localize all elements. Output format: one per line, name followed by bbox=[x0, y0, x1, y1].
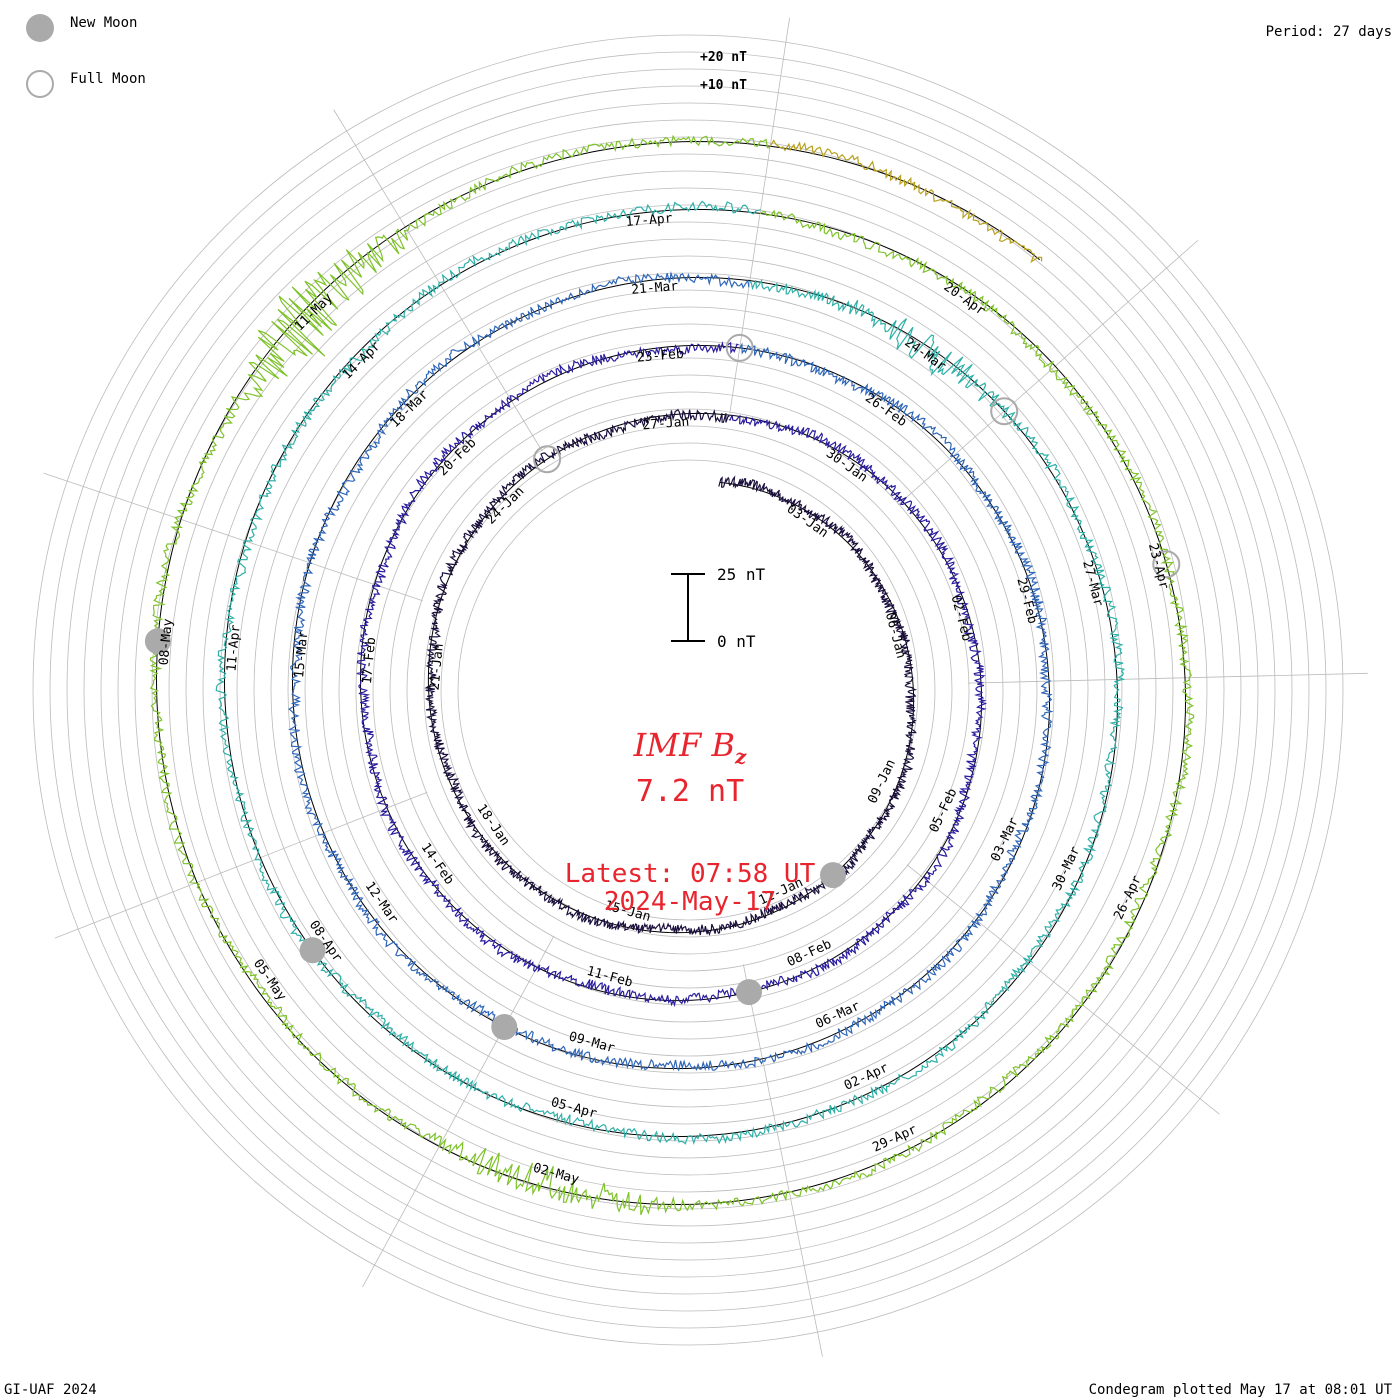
grid-ring bbox=[457, 459, 919, 921]
radial-gridline bbox=[362, 935, 555, 1288]
date-tick-label: 23-Feb bbox=[636, 347, 684, 366]
date-tick-label: 26-Apr bbox=[1111, 873, 1145, 922]
period-label: Period: 27 days bbox=[1265, 24, 1392, 40]
full-moon-icon bbox=[26, 70, 54, 98]
grid-ring bbox=[134, 136, 1242, 1244]
date-tick-label: 30-Mar bbox=[1050, 844, 1084, 893]
full-moon-marker bbox=[725, 333, 754, 362]
date-tick-labels: 03-Jan06-Jan09-Jan12-Jan15-Jan18-Jan21-J… bbox=[157, 211, 1172, 1187]
date-tick-label: 17-Feb bbox=[360, 636, 379, 684]
footer-credit: GI-UAF 2024 bbox=[4, 1382, 97, 1398]
date-tick-label: 08-May bbox=[157, 618, 176, 666]
legend-new-moon-label: New Moon bbox=[70, 15, 138, 31]
series-6 bbox=[769, 139, 1043, 264]
new-moon-marker bbox=[144, 628, 171, 655]
new-moon-icon bbox=[26, 14, 54, 42]
latest-value: 7.2 nT bbox=[635, 774, 745, 809]
legend-full-moon-label: Full Moon bbox=[70, 71, 146, 87]
series-1 bbox=[424, 408, 918, 937]
grid-ring bbox=[253, 255, 1123, 1125]
date-tick-label: 05-Apr bbox=[549, 1095, 598, 1122]
radial-gridline bbox=[43, 472, 423, 602]
radial-gridline bbox=[54, 791, 428, 939]
date-tick-label: 11-Apr bbox=[224, 624, 243, 672]
chart-title: IMF Bz bbox=[490, 726, 890, 768]
title-main: IMF B bbox=[633, 726, 735, 764]
grid-ring bbox=[83, 85, 1293, 1295]
date-tick-label: 21-Mar bbox=[631, 279, 679, 298]
moon-markers bbox=[144, 333, 1181, 1040]
latest-time: Latest: 07:58 UT bbox=[564, 859, 816, 889]
grid-ring bbox=[117, 119, 1259, 1261]
data-series bbox=[149, 134, 1195, 1216]
date-tick-label: 24-Mar bbox=[902, 335, 949, 374]
ring-label-plus10: +10 nT bbox=[700, 78, 747, 93]
date-tick-label: 06-Mar bbox=[813, 999, 862, 1032]
title-subscript: z bbox=[734, 744, 747, 769]
date-tick-label: 15-Mar bbox=[292, 630, 311, 678]
grid-ring bbox=[168, 170, 1208, 1210]
date-tick-label: 21-Jan bbox=[428, 643, 447, 691]
grid-ring bbox=[321, 323, 1055, 1057]
grid-ring bbox=[406, 408, 970, 972]
date-tick-label: 03-Mar bbox=[988, 815, 1022, 864]
grid-ring bbox=[202, 204, 1174, 1176]
full-moon-marker bbox=[1152, 550, 1181, 579]
full-moon-marker bbox=[533, 445, 562, 474]
radial-gridline bbox=[906, 864, 1220, 1115]
grid-ring bbox=[372, 374, 1004, 1006]
grid-ring bbox=[355, 357, 1021, 1023]
grid-rings bbox=[32, 34, 1344, 1346]
date-tick-label: 30-Jan bbox=[823, 446, 870, 485]
grid-ring bbox=[287, 289, 1089, 1091]
date-tick-label: 17-Apr bbox=[625, 211, 673, 230]
grid-ring bbox=[304, 306, 1072, 1074]
radial-gridline bbox=[967, 672, 1368, 684]
grid-ring bbox=[32, 34, 1344, 1346]
zero-lines bbox=[155, 140, 1187, 1206]
radial-gridline bbox=[742, 964, 823, 1357]
radial-gridlines bbox=[43, 17, 1368, 1357]
date-tick-label: 20-Apr bbox=[941, 280, 988, 319]
legend-new-moon: New Moon bbox=[26, 14, 226, 46]
grid-ring bbox=[100, 102, 1276, 1278]
grid-ring bbox=[338, 340, 1038, 1040]
date-tick-label: 02-Apr bbox=[842, 1060, 891, 1093]
grid-ring bbox=[151, 153, 1225, 1227]
date-tick-label: 09-Mar bbox=[567, 1029, 616, 1056]
scale-bar: 25 nT 0 nT bbox=[671, 565, 766, 651]
scale-top-label: 25 nT bbox=[717, 565, 766, 584]
series-2 bbox=[356, 341, 988, 1008]
new-moon-marker bbox=[736, 979, 762, 1006]
legend-full-moon: Full Moon bbox=[26, 70, 226, 102]
zero-spiral bbox=[155, 140, 1187, 1206]
latest-date: 2024-May-17 bbox=[603, 887, 777, 917]
grid-ring bbox=[423, 425, 953, 955]
ring-label-plus20: +20 nT bbox=[700, 50, 747, 65]
new-moon-marker bbox=[491, 1014, 518, 1040]
radial-gridline bbox=[333, 109, 543, 452]
date-tick-label: 27-Jan bbox=[642, 415, 690, 434]
grid-ring bbox=[66, 68, 1310, 1312]
grid-ring bbox=[219, 221, 1157, 1159]
date-tick-label: 29-Apr bbox=[870, 1122, 919, 1155]
scale-bottom-label: 0 nT bbox=[717, 632, 756, 651]
footer-plot-time: Condegram plotted May 17 at 08:01 UT bbox=[1088, 1382, 1392, 1398]
grid-ring bbox=[49, 51, 1327, 1329]
series-4 bbox=[215, 200, 1126, 1146]
grid-ring bbox=[185, 187, 1191, 1193]
radial-gridline bbox=[897, 239, 1199, 506]
new-moon-marker bbox=[299, 937, 326, 964]
series-3 bbox=[288, 271, 1054, 1072]
full-moon-marker bbox=[990, 397, 1019, 426]
series-5 bbox=[149, 134, 1195, 1216]
grid-ring bbox=[270, 272, 1106, 1108]
grid-ring bbox=[236, 238, 1140, 1142]
grid-ring bbox=[440, 442, 936, 938]
grid-ring bbox=[389, 391, 987, 989]
new-moon-marker bbox=[820, 862, 846, 889]
